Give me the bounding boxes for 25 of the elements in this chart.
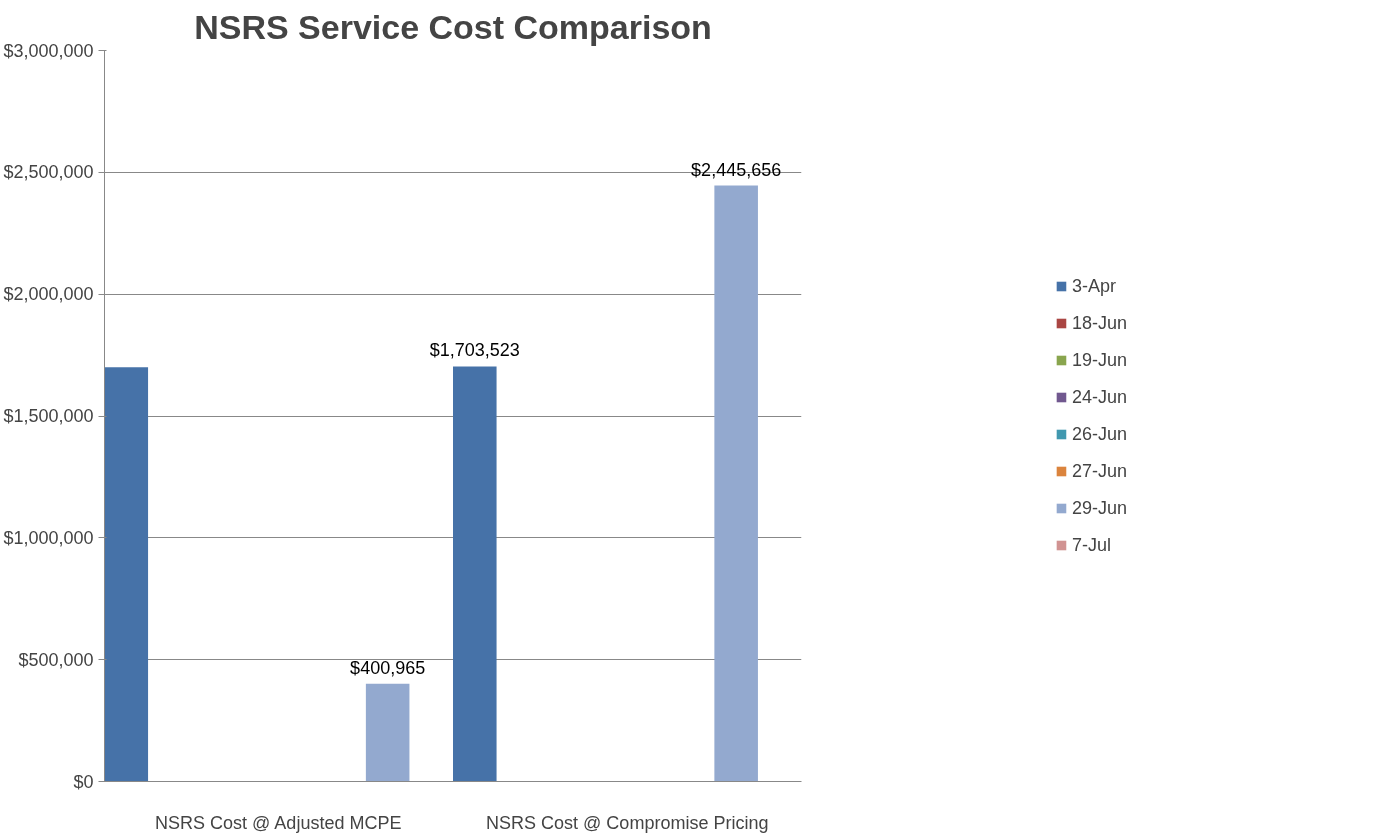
bar: [365, 683, 410, 782]
y-tick-label: $1,000,000: [3, 527, 94, 548]
y-tick-label: $500,000: [18, 649, 94, 670]
chart-title: NSRS Service Cost Comparison: [194, 7, 712, 46]
y-tick-label: $0: [73, 771, 94, 792]
y-tick-label: $2,000,000: [3, 284, 94, 305]
y-tick-label: $1,500,000: [3, 406, 94, 426]
legend-label: 27-Jun: [1071, 460, 1128, 482]
legend-label: 19-Jun: [1071, 349, 1128, 371]
data-label: $1,703,523: [429, 340, 520, 361]
legend-label: 3-Apr: [1071, 275, 1116, 297]
legend-label: 7-Jul: [1071, 534, 1111, 556]
y-tick-label: $2,500,000: [3, 162, 94, 183]
data-label: $400,965: [350, 657, 426, 678]
legend-label: 29-Jun: [1071, 497, 1128, 519]
legend-label: 18-Jun: [1071, 312, 1128, 334]
x-tick-label: NSRS Cost @ Compromise Pricing: [486, 812, 769, 833]
bar: [453, 366, 497, 782]
legend-label: 24-Jun: [1071, 386, 1128, 408]
bar: [104, 367, 149, 782]
x-tick-label: NSRS Cost @ Adjusted MCPE: [155, 812, 402, 833]
legend-label: 26-Jun: [1071, 423, 1128, 445]
bar: [714, 185, 758, 782]
data-label: $2,445,656: [691, 159, 782, 180]
y-tick-label: $3,000,000: [3, 40, 94, 61]
